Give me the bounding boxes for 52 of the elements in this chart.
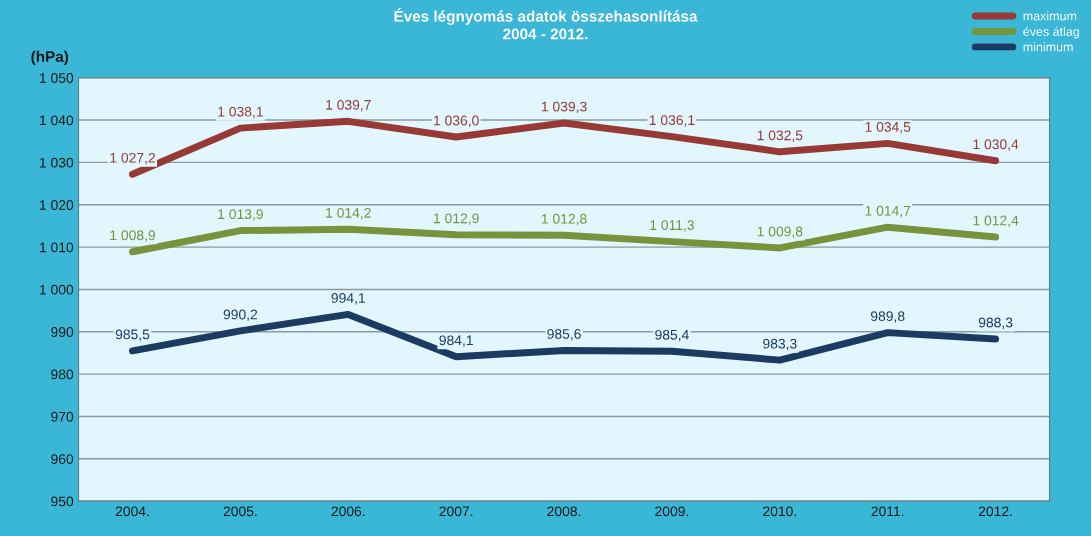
- data-label: 1 012,9: [434, 213, 479, 225]
- y-tick-label: 1 040: [40, 115, 74, 126]
- y-tick-label: 1 000: [40, 284, 74, 295]
- data-label: 985,6: [547, 329, 581, 341]
- data-label: 1 036,0: [434, 115, 479, 128]
- x-tick-label: 2009.: [655, 506, 689, 517]
- data-label: 1 027,2: [110, 152, 155, 165]
- data-label: 1 036,1: [649, 115, 695, 127]
- x-tick-label: 2007.: [439, 506, 473, 517]
- y-axis-title: (hPa): [31, 50, 69, 66]
- data-label: 985,5: [115, 329, 150, 341]
- x-tick-label: 2006.: [331, 506, 365, 517]
- data-label: 1 011,3: [650, 220, 694, 232]
- x-tick-label: 2012.: [978, 506, 1012, 517]
- data-label: 983,3: [763, 338, 797, 351]
- x-tick-label: 2004.: [115, 506, 149, 517]
- data-label: 989,8: [870, 311, 905, 323]
- data-label: 1 039,7: [326, 99, 371, 112]
- data-label: 1 012,8: [541, 213, 587, 226]
- x-tick-label: 2008.: [547, 506, 581, 517]
- y-tick-label: 1 010: [40, 242, 74, 253]
- data-label: 1 032,5: [757, 130, 803, 142]
- data-label: 984,1: [439, 335, 473, 347]
- y-tick-label: 1 020: [40, 200, 74, 210]
- data-label: 1 034,5: [865, 121, 911, 134]
- data-label: 1 014,7: [865, 205, 911, 218]
- legend-label: maximum: [1023, 11, 1077, 21]
- data-label: 1 009,8: [757, 226, 803, 239]
- x-tick-label: 2010.: [763, 506, 796, 517]
- data-label: 1 039,3: [541, 101, 587, 114]
- x-tick-label: 2011.: [871, 506, 904, 517]
- y-tick-label: 1 050: [40, 73, 74, 83]
- legend-label: minimum: [1023, 42, 1073, 52]
- y-tick-label: 990: [51, 327, 74, 337]
- data-label: 994,1: [331, 293, 365, 305]
- y-tick-label: 980: [51, 369, 74, 380]
- x-tick-label: 2005.: [223, 506, 257, 517]
- data-label: 1 038,1: [218, 106, 263, 119]
- y-tick-label: 970: [51, 411, 74, 422]
- y-tick-label: 1 030: [40, 157, 74, 168]
- data-label: 988,3: [978, 317, 1013, 330]
- data-label: 1 030,4: [973, 139, 1019, 151]
- legend-label: éves átlag: [1023, 26, 1079, 39]
- y-tick-label: 950: [51, 496, 74, 507]
- chart-title: Éves légnyomás adatok összehasonlítása 2004 - 2012.: [394, 8, 698, 40]
- y-tick-label: 960: [51, 454, 74, 464]
- data-label: 1 013,9: [218, 209, 263, 221]
- data-label: 1 012,4: [973, 215, 1019, 228]
- data-label: 1 014,2: [326, 207, 371, 220]
- data-label: 990,2: [223, 309, 258, 322]
- data-label: 1 008,9: [110, 230, 156, 242]
- data-label: 985,4: [655, 329, 689, 342]
